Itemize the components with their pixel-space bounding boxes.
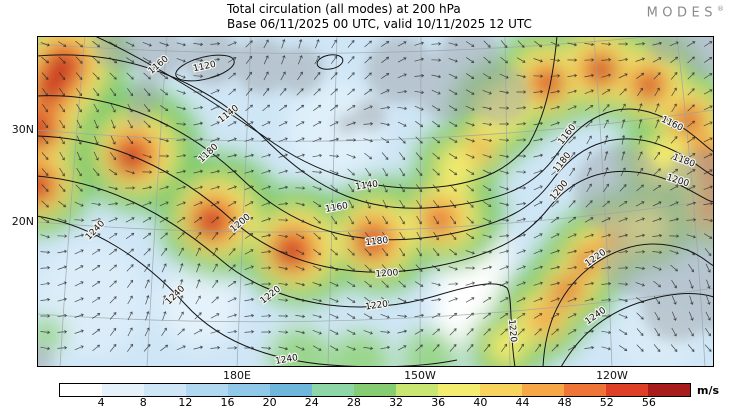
colorbar-segment — [270, 384, 312, 396]
colorbar-tick: 24 — [304, 396, 319, 409]
contour-label: 1200 — [375, 268, 399, 280]
contour-label: 1240 — [275, 353, 300, 367]
chart-header: Total circulation (all modes) at 200 hPa… — [227, 2, 532, 32]
colorbar-segment — [564, 384, 606, 396]
colorbar-tick: 20 — [262, 396, 277, 409]
colorbar-segment — [522, 384, 564, 396]
wind-speed-field — [37, 36, 714, 367]
colorbar-segment — [648, 384, 690, 396]
modes-logo-text: MODES — [646, 5, 717, 21]
colorbar-tick: 52 — [599, 396, 614, 409]
colorbar-tick: 28 — [346, 396, 361, 409]
map-frame — [37, 36, 714, 367]
colorbar-segment — [438, 384, 480, 396]
modes-logo: MODES® — [647, 5, 724, 20]
colorbar-tick: 12 — [178, 396, 193, 409]
colorbar-tick: 8 — [139, 396, 147, 409]
contour-label: 1140 — [355, 179, 379, 192]
colorbar-tick: 56 — [641, 396, 656, 409]
colorbar-tick: 40 — [473, 396, 488, 409]
registered-mark-icon: ® — [717, 5, 724, 13]
contour-lines — [37, 36, 714, 367]
colorbar-segment — [228, 384, 270, 396]
graticule — [37, 36, 714, 367]
colorbar-tick: 44 — [515, 396, 530, 409]
colorbar-segment — [60, 384, 102, 396]
colorbar-tick: 32 — [389, 396, 404, 409]
colorbar-segment — [102, 384, 144, 396]
contour-label: 1220 — [506, 319, 518, 343]
colorbar-ticks: 4 8 12 16 20 24 28 32 36 40 44 48 52 56 — [59, 396, 691, 409]
lat-label: 30N — [11, 123, 34, 136]
wind-arrows — [40, 38, 714, 353]
lon-label: 150W — [404, 369, 436, 382]
contour-label: 1220 — [365, 299, 389, 312]
contour-label: 1180 — [365, 236, 389, 248]
colorbar-segment — [354, 384, 396, 396]
colorbar-tick: 4 — [97, 396, 105, 409]
colorbar-segment — [480, 384, 522, 396]
colorbar — [59, 383, 691, 397]
wind-arrows-layer — [40, 38, 714, 353]
colorbar-segment — [186, 384, 228, 396]
lon-label: 120W — [596, 369, 628, 382]
lon-label: 180E — [223, 369, 251, 382]
colorbar-tick: 36 — [431, 396, 446, 409]
colorbar-segment — [606, 384, 648, 396]
colorbar-unit: m/s — [697, 384, 720, 397]
colorbar-tick: 48 — [557, 396, 572, 409]
colorbar-segment — [396, 384, 438, 396]
chart-title: Total circulation (all modes) at 200 hPa — [227, 2, 461, 16]
lat-label: 20N — [11, 215, 34, 228]
colorbar-tick: 16 — [220, 396, 235, 409]
chart-subtitle: Base 06/11/2025 00 UTC, valid 10/11/2025… — [227, 17, 532, 31]
colorbar-segment — [312, 384, 354, 396]
colorbar-segment — [144, 384, 186, 396]
